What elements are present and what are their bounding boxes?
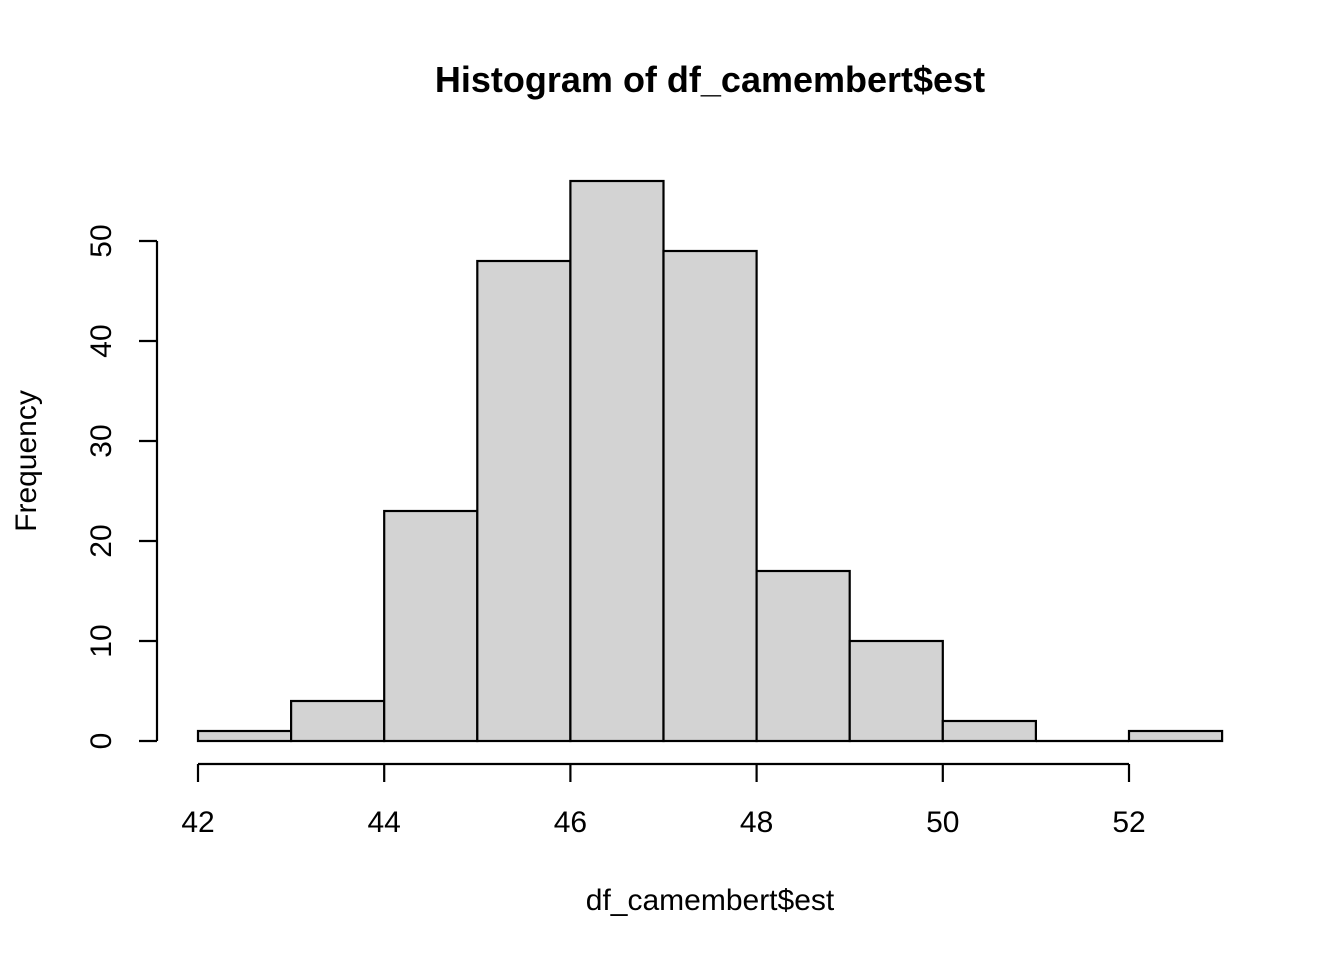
x-tick-label: 42 xyxy=(181,806,214,839)
y-tick-label: 30 xyxy=(85,424,118,457)
y-tick-label: 0 xyxy=(85,733,118,750)
histogram-bar xyxy=(196,729,293,743)
histogram-bar xyxy=(476,259,572,743)
y-tick-label: 40 xyxy=(85,324,118,357)
histogram-bar xyxy=(383,509,479,743)
y-axis-label: Frequency xyxy=(10,390,43,532)
chart-title: Histogram of df_camembert$est xyxy=(435,59,985,100)
y-tick-label: 20 xyxy=(85,524,118,557)
histogram-bar xyxy=(755,569,851,743)
x-tick-label: 44 xyxy=(368,806,401,839)
histogram-bar xyxy=(848,639,944,743)
y-tick-label: 50 xyxy=(85,224,118,257)
x-tick-label: 50 xyxy=(926,806,959,839)
y-tick-label: 10 xyxy=(85,624,118,657)
x-tick-label: 46 xyxy=(554,806,587,839)
histogram-bar xyxy=(290,699,386,743)
x-tick-label: 52 xyxy=(1112,806,1145,839)
x-axis: 42 44 46 48 50 52 xyxy=(181,762,1146,839)
y-axis: 0 10 20 30 40 50 xyxy=(85,224,159,750)
bars-group xyxy=(196,179,1224,743)
x-axis-label: df_camembert$est xyxy=(586,884,835,917)
histogram-bar xyxy=(662,249,758,743)
x-tick-label: 48 xyxy=(740,806,773,839)
histogram-bar xyxy=(1127,729,1224,743)
histogram-bar xyxy=(941,719,1037,743)
histogram-bar xyxy=(569,179,665,743)
